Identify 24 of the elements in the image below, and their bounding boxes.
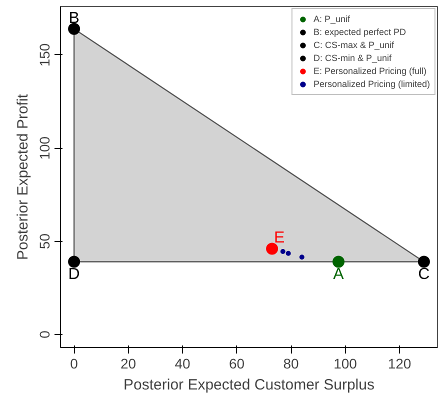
y-tick-label: 50	[36, 233, 52, 250]
x-tick-label: 0	[70, 356, 78, 372]
y-axis-title: Posterior Expected Profit	[14, 93, 32, 260]
x-tick-label: 40	[174, 356, 191, 372]
annotation: E	[274, 230, 285, 247]
y-tick-label: 0	[36, 330, 52, 338]
x-tick-label: 100	[334, 356, 358, 372]
x-tick-label: 20	[120, 356, 136, 372]
x-tick-label: 120	[388, 356, 412, 372]
y-tick-label: 100	[36, 136, 52, 160]
x-axis-title: Posterior Expected Customer Surplus	[124, 376, 374, 394]
legend-label: D: CS-min & P_unif	[313, 52, 392, 64]
legend-label: B: expected perfect PD	[313, 26, 406, 38]
x-tick-label: 60	[229, 356, 245, 372]
annotation: A	[333, 266, 344, 283]
annotation: D	[68, 266, 80, 283]
legend-label: E: Personalized Pricing (full)	[313, 65, 426, 77]
annotation: C	[418, 266, 430, 283]
y-tick-label: 150	[36, 43, 52, 67]
annotation: B	[68, 10, 80, 27]
legend-label: Personalized Pricing (limited)	[313, 78, 430, 90]
legend-label: A: P_unif	[313, 13, 350, 25]
legend-label: C: CS-max & P_unif	[313, 39, 394, 51]
x-tick-label: 80	[283, 356, 300, 372]
